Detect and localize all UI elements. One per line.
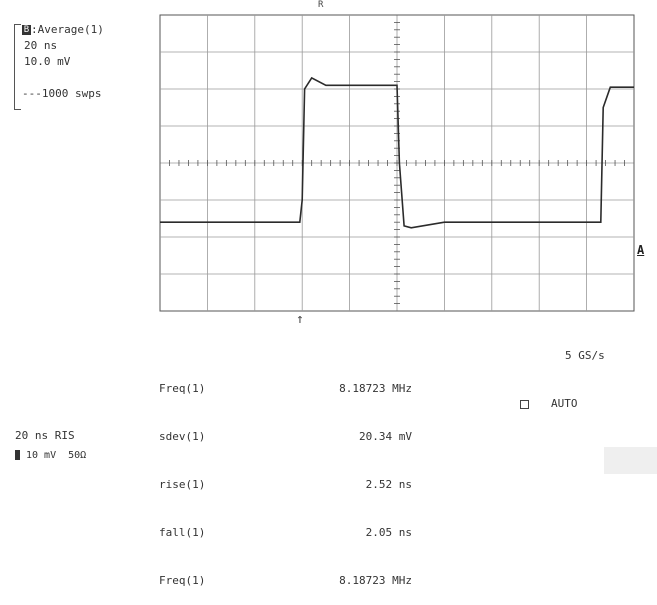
measurement-value: 2.05 ns (365, 526, 412, 539)
sample-rate: 5 GS/s (565, 349, 605, 362)
measurement-values: 8.18723 MHz 20.34 mV 2.52 ns 2.05 ns 8.1… (288, 349, 412, 605)
trace-sweeps: ---1000 swps (22, 87, 102, 100)
trace-channel-badge: B (22, 25, 31, 35)
scope-graticule (159, 14, 635, 312)
measurement-labels: Freq(1) sdev(1) rise(1) fall(1) Freq(1) (159, 349, 205, 605)
measurement-value: 2.52 ns (365, 478, 412, 491)
measurement-label: sdev(1) (159, 430, 206, 443)
corner-panel (604, 447, 657, 474)
trigger-position-marker[interactable]: ↑ (296, 312, 304, 327)
trigger-mode-label: AUTO (551, 397, 578, 410)
measurement-label: rise(1) (159, 478, 206, 491)
channel-setting-text: 10 mV 50Ω (26, 450, 87, 461)
channel-setting-readout: 10 mV 50Ω (15, 450, 86, 461)
measurement-value: 8.18723 MHz (339, 574, 412, 587)
trace-function-label: :Average(1) (31, 23, 104, 36)
scope-screen[interactable] (159, 14, 635, 312)
waveform-trace (160, 76, 634, 229)
trace-info-panel[interactable]: B:Average(1) 20 ns 10.0 mV ---1000 swps (14, 22, 162, 114)
top-trigger-mark: R (318, 0, 324, 10)
trace-bracket (14, 24, 21, 110)
measurement-label: fall(1) (159, 526, 206, 539)
channel-marker-icon (15, 450, 20, 460)
trace-level-marker[interactable]: A (637, 243, 645, 257)
measurement-value: 20.34 mV (359, 430, 412, 443)
trace-function-line: B:Average(1) (22, 22, 104, 38)
trigger-mode-control[interactable]: AUTO (520, 397, 578, 410)
measurement-value: 8.18723 MHz (339, 382, 412, 395)
trace-volts-per-div: 10.0 mV (24, 55, 71, 68)
trace-time-per-div: 20 ns (24, 39, 58, 52)
measurement-label: Freq(1) (159, 574, 206, 587)
trigger-mode-checkbox[interactable] (520, 399, 529, 409)
timebase-readout: 20 ns RIS (15, 429, 75, 442)
measurement-label: Freq(1) (159, 382, 206, 395)
